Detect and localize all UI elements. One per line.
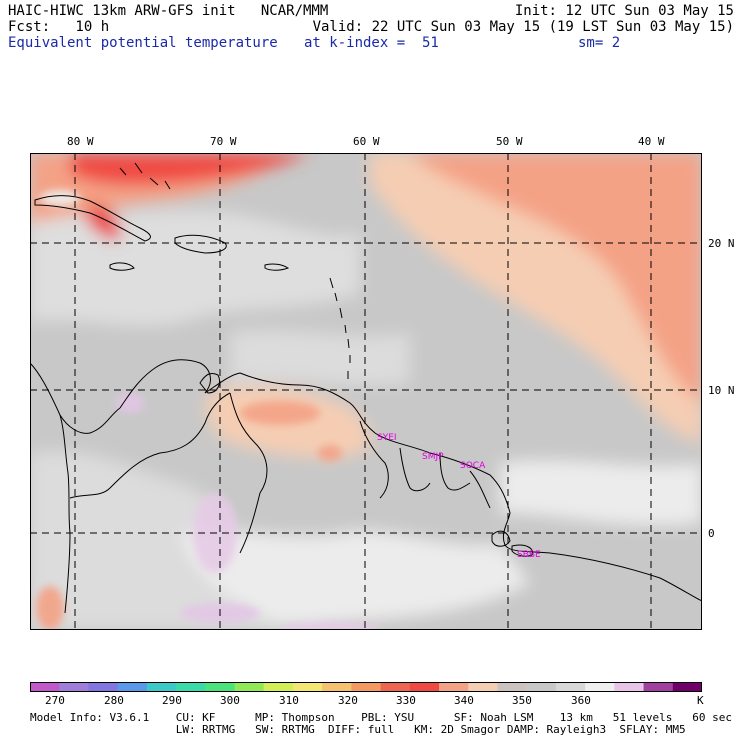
field-name: Equivalent potential temperature [8,35,278,51]
colorbar-swatch [205,682,236,692]
station-sbbe: SBBE [517,550,541,560]
smoothing-label: sm= 2 [578,35,621,51]
colorbar-swatch [585,682,615,692]
colorbar-label-360: 360 [571,694,591,707]
lon-label-40w: 40 W [638,135,665,148]
lon-label-60w: 60 W [353,135,380,148]
model-info-line2: LW: RRTMG SW: RRTMG DIFF: full KM: 2D Sm… [30,723,686,736]
colorbar-label-300: 300 [220,694,240,707]
colorbar-label-280: 280 [104,694,124,707]
colorbar-swatch [526,682,557,692]
lat-label-20n: 20 N [708,237,735,250]
colorbar-swatch [322,682,352,692]
title-line: HAIC-HIWC 13km ARW-GFS init NCAR/MMM [8,3,329,19]
colorbar-swatch [176,682,206,692]
level-label: at k-index = 51 [304,35,439,51]
colorbar-swatch [88,682,119,692]
colorbar-label-350: 350 [512,694,532,707]
map-frame [30,153,702,630]
colorbar-swatch [351,682,382,692]
lon-label-70w: 70 W [210,135,237,148]
station-smjp: SMJP [422,452,444,462]
lat-lon-grid [30,153,702,630]
colorbar-swatch [117,682,148,692]
lat-label-0: 0 [708,527,715,540]
colorbar-swatch [555,682,586,692]
colorbar-swatch [59,682,89,692]
colorbar-swatch [146,682,177,692]
station-markers: SYEI SMJP SOCA SBBE [377,433,541,560]
forecast-hour: Fcst: 10 h [8,19,110,35]
colorbar-label-340: 340 [454,694,474,707]
theta-e-map: SYEI SMJP SOCA SBBE [30,153,702,630]
colorbar-unit: K [697,694,704,707]
field-shading [30,153,702,630]
colorbar-swatch [468,682,498,692]
station-syei: SYEI [377,433,397,443]
colorbar-swatch [497,682,528,692]
colorbar-swatch [263,682,294,692]
valid-time: Valid: 22 UTC Sun 03 May 15 (19 LST Sun … [312,19,734,35]
colorbar-label-320: 320 [338,694,358,707]
coastlines [30,162,702,614]
lon-label-50w: 50 W [496,135,523,148]
colorbar [30,682,702,692]
colorbar-label-330: 330 [396,694,416,707]
colorbar-swatch [672,682,702,692]
colorbar-swatch [614,682,645,692]
colorbar-swatch [409,682,440,692]
colorbar-frame [30,682,702,692]
colorbar-swatch [30,682,60,692]
lon-label-80w: 80 W [67,135,94,148]
colorbar-swatch [643,682,674,692]
colorbar-swatch [380,682,411,692]
lat-label-10n: 10 N [708,384,735,397]
init-time: Init: 12 UTC Sun 03 May 15 [514,3,734,19]
model-info-line1: Model Info: V3.6.1 CU: KF MP: Thompson P… [30,711,732,724]
colorbar-swatch [439,682,469,692]
colorbar-swatch [234,682,265,692]
station-soca: SOCA [460,461,486,471]
colorbar-label-270: 270 [45,694,65,707]
colorbar-label-310: 310 [279,694,299,707]
colorbar-swatch [292,682,323,692]
colorbar-label-290: 290 [162,694,182,707]
